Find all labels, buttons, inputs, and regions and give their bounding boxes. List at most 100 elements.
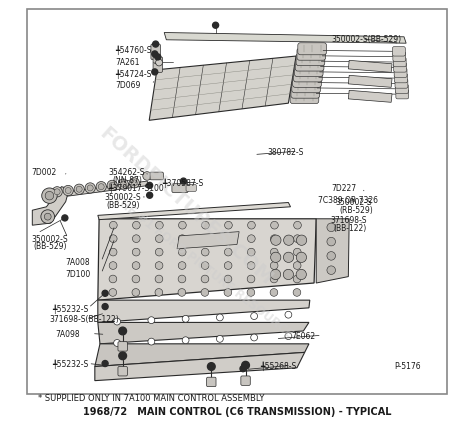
Circle shape <box>42 188 57 204</box>
FancyBboxPatch shape <box>172 184 188 193</box>
Circle shape <box>182 316 189 322</box>
Circle shape <box>217 314 223 321</box>
Circle shape <box>98 184 104 190</box>
Circle shape <box>270 289 278 297</box>
Text: 354262-S: 354262-S <box>109 168 145 177</box>
Circle shape <box>114 318 120 325</box>
Circle shape <box>114 340 120 347</box>
Text: 7D227: 7D227 <box>331 184 356 193</box>
Circle shape <box>296 270 306 280</box>
Circle shape <box>109 276 117 283</box>
Circle shape <box>293 222 301 230</box>
Circle shape <box>271 222 278 230</box>
Text: 371698-S(BB-122): 371698-S(BB-122) <box>49 315 119 324</box>
Circle shape <box>247 235 255 243</box>
Polygon shape <box>348 91 392 103</box>
Circle shape <box>118 180 128 190</box>
Circle shape <box>62 215 68 221</box>
Circle shape <box>148 317 155 324</box>
Polygon shape <box>348 61 392 73</box>
FancyBboxPatch shape <box>153 58 163 73</box>
Text: 7A008: 7A008 <box>65 258 90 267</box>
Circle shape <box>270 270 281 280</box>
Circle shape <box>120 182 126 187</box>
Text: 350002-S: 350002-S <box>336 198 372 207</box>
Circle shape <box>178 262 186 270</box>
Circle shape <box>155 60 163 67</box>
Polygon shape <box>95 353 305 381</box>
FancyBboxPatch shape <box>291 87 319 99</box>
Text: ╇55268-S: ╇55268-S <box>260 361 296 370</box>
FancyBboxPatch shape <box>394 74 408 83</box>
Text: ╇55232-S: ╇55232-S <box>52 359 88 369</box>
Text: 7D069: 7D069 <box>115 81 140 89</box>
FancyBboxPatch shape <box>150 173 164 181</box>
Polygon shape <box>98 219 316 301</box>
Circle shape <box>293 249 301 256</box>
Circle shape <box>148 338 155 345</box>
Circle shape <box>146 183 153 189</box>
FancyBboxPatch shape <box>393 58 406 68</box>
Circle shape <box>251 334 257 341</box>
Text: FORDPICTURES.COM: FORDPICTURES.COM <box>95 124 276 289</box>
Circle shape <box>178 249 186 256</box>
Circle shape <box>102 304 108 310</box>
Polygon shape <box>348 76 392 88</box>
Text: P-5176: P-5176 <box>394 361 421 370</box>
Circle shape <box>327 224 336 232</box>
Circle shape <box>242 362 249 369</box>
Text: (BB-529): (BB-529) <box>107 201 140 210</box>
Polygon shape <box>32 187 69 226</box>
Text: 380782-S: 380782-S <box>267 147 303 156</box>
Text: 350002-S: 350002-S <box>104 193 141 202</box>
Circle shape <box>270 276 278 283</box>
FancyBboxPatch shape <box>395 85 408 94</box>
Text: THE #1 FORD PICTURE RESOURCE: THE #1 FORD PICTURE RESOURCE <box>110 192 295 341</box>
Circle shape <box>178 276 186 283</box>
Circle shape <box>213 23 219 29</box>
FancyBboxPatch shape <box>118 367 128 376</box>
Circle shape <box>270 262 278 270</box>
Circle shape <box>247 222 255 230</box>
Circle shape <box>132 289 140 297</box>
Circle shape <box>109 235 117 243</box>
Circle shape <box>293 276 301 283</box>
Circle shape <box>293 262 301 270</box>
Circle shape <box>201 289 209 297</box>
Circle shape <box>270 249 278 256</box>
Circle shape <box>119 327 127 335</box>
Circle shape <box>201 235 209 243</box>
Circle shape <box>179 222 186 230</box>
Circle shape <box>155 262 163 270</box>
Circle shape <box>155 249 163 256</box>
Polygon shape <box>149 57 296 121</box>
Circle shape <box>285 312 292 318</box>
Circle shape <box>109 183 115 189</box>
Circle shape <box>201 276 209 283</box>
Text: ╇55232-S: ╇55232-S <box>52 304 88 313</box>
Circle shape <box>152 52 158 58</box>
Circle shape <box>63 186 73 196</box>
Circle shape <box>107 181 118 191</box>
Text: ╇370587-S: ╇370587-S <box>162 178 203 188</box>
Circle shape <box>155 235 163 243</box>
Text: (NN-87): (NN-87) <box>112 175 142 184</box>
Circle shape <box>87 185 93 191</box>
Circle shape <box>217 336 223 342</box>
FancyBboxPatch shape <box>396 90 409 100</box>
Circle shape <box>247 289 255 297</box>
Text: 1968/72   MAIN CONTROL (C6 TRANSMISSION) - TYPICAL: 1968/72 MAIN CONTROL (C6 TRANSMISSION) -… <box>83 406 391 417</box>
Text: * SUPPLIED ONLY IN 7A100 MAIN CONTROL ASSEMBLY: * SUPPLIED ONLY IN 7A100 MAIN CONTROL AS… <box>38 393 264 402</box>
Circle shape <box>54 189 60 195</box>
Circle shape <box>155 289 163 297</box>
FancyBboxPatch shape <box>241 376 250 385</box>
Text: 7D100: 7D100 <box>65 270 90 279</box>
Circle shape <box>102 361 108 367</box>
Circle shape <box>65 188 71 194</box>
Circle shape <box>109 249 117 256</box>
Circle shape <box>143 172 151 181</box>
Polygon shape <box>51 182 149 199</box>
Circle shape <box>52 187 62 197</box>
Circle shape <box>102 291 108 297</box>
Text: (RB-529): (RB-529) <box>340 206 374 215</box>
